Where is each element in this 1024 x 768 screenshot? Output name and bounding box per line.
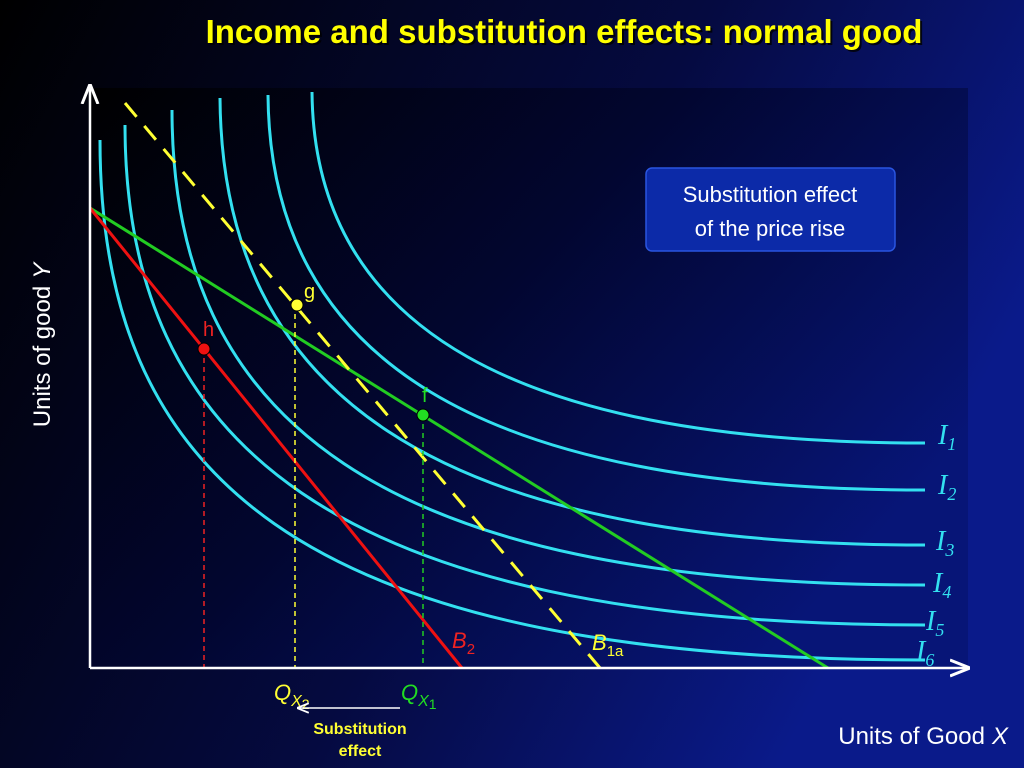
curve-label: I3 [935,526,954,560]
curve-label: I5 [925,606,944,640]
curve [170,109,926,587]
curve [123,124,926,627]
quantity-label: QX1 [401,680,437,712]
y-axis-label: Units of goodY [29,261,56,427]
curve-label: I4 [932,568,951,602]
curve [218,97,926,547]
budget-label: B2 [452,628,475,658]
point-h [197,342,211,356]
point-label: f [422,385,428,407]
title-shadow: Income and substitution effects: normal … [208,15,925,52]
callout-text: Substitution effect [683,182,858,207]
curve [98,139,926,662]
arrow-label: Substitution [313,721,406,738]
curve-label: I2 [937,470,956,504]
arrow-label: effect [339,743,382,760]
curve [266,94,926,492]
callout-box [645,167,896,252]
point-label: g [304,281,315,303]
point-label: h [203,319,214,341]
indifference-curves [98,91,926,662]
curve-label: I1 [937,420,956,454]
budget-line-b1a [123,102,602,669]
budget-line-b1 [89,206,829,670]
budget-line-b2 [88,207,464,669]
budget-label: B1a [592,630,624,660]
curve [310,91,926,445]
point-f [416,408,430,422]
title: Income and substitution effects: normal … [206,13,923,50]
curve-label: I6 [915,636,934,670]
point-g [290,298,304,312]
x-axis-label: Units of Good X [838,723,1009,750]
callout-text: of the price rise [695,216,845,241]
